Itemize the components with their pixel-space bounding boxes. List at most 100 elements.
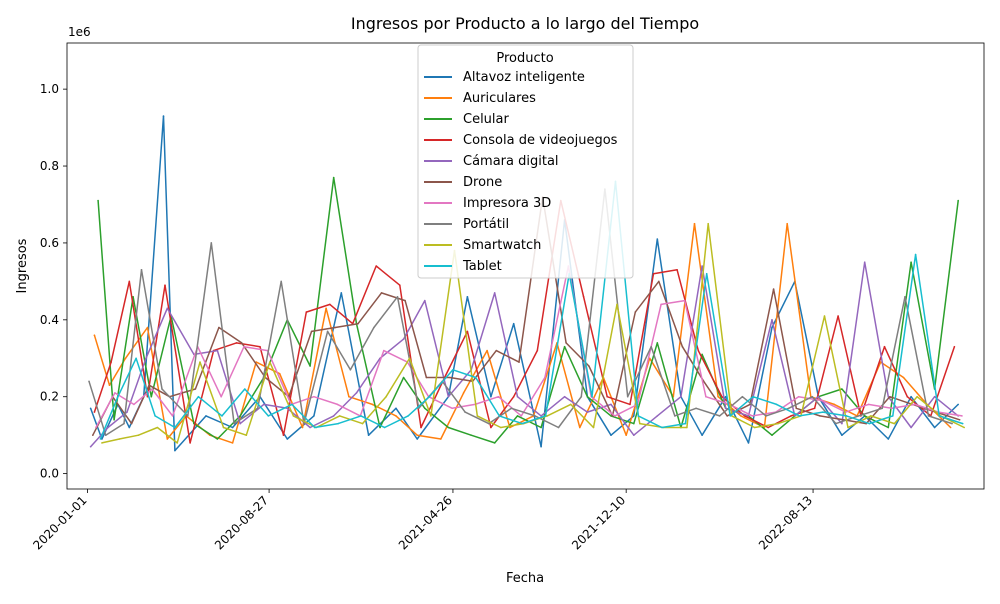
y-tick-label: 0.0 (40, 467, 59, 481)
data-point (717, 395, 719, 398)
data-point (724, 407, 727, 410)
data-point (476, 415, 479, 417)
data-point (137, 434, 140, 437)
data-point (313, 395, 315, 398)
data-point (117, 395, 119, 398)
data-point (676, 269, 678, 271)
data-point (174, 449, 176, 452)
data-point (870, 415, 872, 417)
data-point (961, 415, 963, 417)
data-point (332, 415, 335, 417)
chart-title: Ingresos por Producto a lo largo del Tie… (351, 14, 699, 33)
data-point (961, 422, 964, 425)
data-point (95, 426, 97, 429)
legend-item: Tablet (424, 259, 502, 274)
data-point (771, 434, 773, 437)
data-point (93, 334, 96, 337)
data-point (355, 392, 358, 394)
data-point (510, 407, 513, 410)
data-point (418, 407, 420, 410)
data-point (425, 376, 428, 379)
data-point (833, 403, 836, 406)
data-point (269, 361, 271, 363)
data-point (811, 395, 814, 398)
data-point (639, 422, 641, 425)
data-point (544, 376, 546, 379)
data-point (741, 395, 744, 398)
data-point (280, 280, 283, 283)
data-point (150, 395, 153, 398)
data-point (633, 415, 635, 417)
data-point (451, 407, 454, 410)
x-tick-label: 2020-08-27 (212, 493, 271, 552)
data-point (239, 422, 241, 425)
data-point (933, 426, 936, 429)
plot-frame (66, 42, 985, 490)
data-point (154, 415, 156, 417)
data-point (516, 415, 519, 417)
data-point (633, 434, 635, 437)
data-point (686, 426, 688, 429)
data-point (610, 403, 612, 406)
data-point (309, 365, 311, 367)
data-point (868, 422, 871, 425)
data-point (674, 415, 676, 417)
data-point (661, 426, 663, 429)
data-point (765, 415, 767, 417)
data-point (771, 319, 773, 321)
legend-item: Consola de videojuegos (424, 133, 618, 148)
data-point (611, 415, 614, 417)
series-2 (93, 222, 952, 444)
data-point (194, 388, 197, 390)
y-tick-label: 0.6 (40, 236, 59, 250)
data-point (132, 296, 134, 298)
y-tick-label: 0.2 (40, 390, 59, 404)
data-point (790, 415, 792, 417)
data-point (958, 419, 961, 421)
data-point (841, 388, 843, 390)
legend-item: Portátil (424, 217, 509, 232)
data-point (845, 415, 848, 417)
y-offset-label: 1e6 (68, 25, 91, 39)
data-point (235, 342, 238, 344)
legend-label: Tablet (462, 259, 502, 274)
data-point (500, 426, 502, 429)
y-axis-label: Ingresos (15, 238, 30, 293)
data-point (544, 415, 547, 417)
data-point (408, 357, 411, 360)
data-point (857, 415, 860, 417)
data-point (420, 426, 422, 429)
series-10 (99, 180, 964, 440)
data-point (490, 395, 492, 398)
data-point (404, 299, 406, 302)
data-point (938, 415, 940, 417)
data-point (486, 349, 488, 352)
data-point (222, 426, 225, 429)
data-point (313, 426, 316, 429)
data-point (367, 434, 370, 437)
data-point (462, 392, 465, 394)
data-point (233, 422, 235, 425)
data-point (498, 415, 501, 417)
data-point (282, 434, 285, 437)
data-point (512, 395, 515, 398)
data-point (416, 434, 419, 437)
data-point (569, 403, 572, 406)
data-point (565, 342, 567, 344)
legend-label: Celular (463, 112, 510, 127)
data-point (509, 426, 511, 429)
data-point (656, 415, 659, 417)
data-point (245, 434, 248, 437)
data-point (822, 411, 824, 413)
data-point (348, 395, 350, 398)
data-point (174, 426, 176, 429)
data-point (591, 395, 593, 398)
legend-item: Celular (424, 112, 510, 127)
data-point (652, 272, 655, 275)
data-point (303, 422, 305, 425)
data-point (933, 395, 936, 398)
data-point (371, 403, 374, 406)
data-point (718, 415, 721, 417)
data-point (681, 345, 684, 348)
